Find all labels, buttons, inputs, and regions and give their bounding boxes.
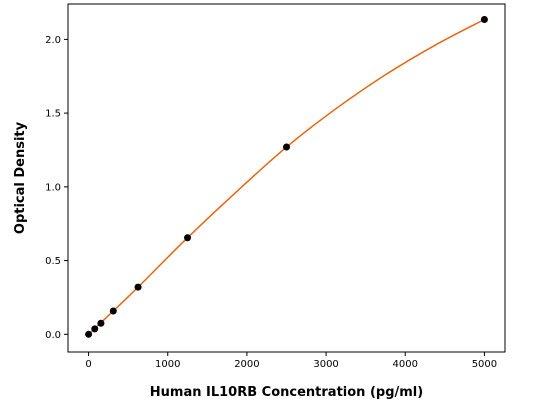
y-tick-label: 0.0 bbox=[45, 330, 61, 341]
x-tick-label: 3000 bbox=[313, 359, 338, 370]
x-tick-label: 5000 bbox=[472, 359, 497, 370]
y-tick-label: 1.0 bbox=[45, 182, 61, 193]
data-point bbox=[480, 15, 488, 23]
x-axis-ticks: 0 1000 2000 3000 4000 5000 bbox=[85, 352, 497, 370]
data-point bbox=[283, 143, 290, 151]
x-tick-label: 1000 bbox=[155, 359, 180, 370]
y-axis-label: Optical Density bbox=[13, 121, 28, 234]
x-tick-label: 2000 bbox=[234, 359, 259, 370]
x-tick-label: 0 bbox=[85, 359, 91, 370]
y-tick-label: 1.5 bbox=[45, 109, 61, 120]
data-point bbox=[85, 330, 93, 338]
data-point bbox=[184, 234, 192, 242]
data-points-layer bbox=[85, 15, 488, 338]
data-point bbox=[91, 325, 99, 333]
fit-curve-line bbox=[88, 18, 485, 335]
y-tick-label: 0.5 bbox=[45, 256, 61, 267]
x-axis-label: Human IL10RB Concentration (pg/ml) bbox=[150, 385, 423, 400]
data-point bbox=[134, 283, 142, 291]
fit-curve-layer bbox=[88, 18, 485, 335]
y-axis-ticks: 0.0 0.5 1.0 1.5 2.0 bbox=[45, 35, 68, 341]
plot-frame bbox=[67, 3, 506, 353]
data-point bbox=[97, 319, 105, 327]
x-tick-label: 4000 bbox=[393, 359, 418, 370]
y-tick-label: 2.0 bbox=[45, 35, 61, 46]
data-point bbox=[109, 307, 117, 315]
